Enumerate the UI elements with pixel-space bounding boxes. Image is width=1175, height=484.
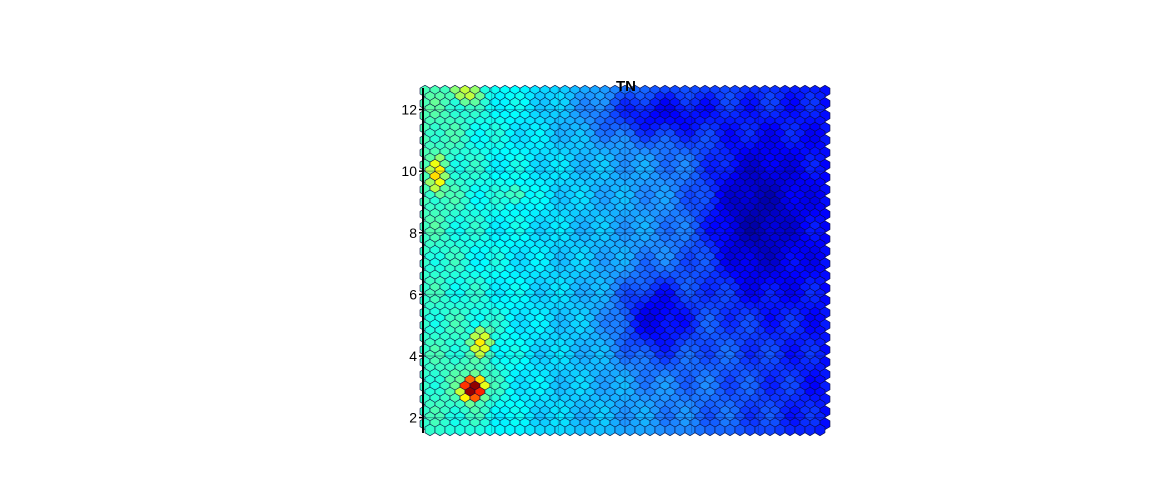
heatmap-cell [524, 423, 536, 437]
heatmap-cell [574, 423, 586, 437]
heatmap-cell [444, 423, 456, 437]
heatmap-cell [614, 423, 626, 437]
heatmap-cell [814, 423, 826, 437]
heatmap-cell [434, 423, 446, 437]
heatmap-cell [604, 423, 616, 437]
heatmap-cell [454, 423, 466, 437]
heatmap-cell [794, 423, 806, 437]
heatmap-cell [584, 423, 596, 437]
heatmap-cell [654, 423, 666, 437]
heatmap-cell [774, 423, 786, 437]
heatmap-cell [624, 423, 636, 437]
y-tick-label: 4 [409, 348, 417, 364]
y-tick-label: 8 [409, 225, 417, 241]
heatmap-cell [684, 423, 696, 437]
heatmap-gridlines [425, 88, 825, 433]
heatmap-cell [764, 423, 776, 437]
y-tick-label: 2 [409, 410, 417, 426]
heatmap-cell [534, 423, 546, 437]
y-tick-label: 6 [409, 286, 417, 302]
heatmap-cell [714, 423, 726, 437]
heatmap-cell [554, 423, 566, 437]
heatmap-cell [424, 423, 436, 437]
heatmap-cell [494, 423, 506, 437]
chart-title: TN [616, 78, 636, 95]
heatmap-cell [694, 423, 706, 437]
heatmap-cell [504, 423, 516, 437]
heatmap-cell [804, 423, 816, 437]
heatmap-cell [514, 423, 526, 437]
heatmap-cell [664, 423, 676, 437]
heatmap-cell [784, 423, 796, 437]
heatmap-cell [724, 423, 736, 437]
heatmap-cells [419, 84, 831, 437]
heatmap-cell [594, 423, 606, 437]
heatmap-cell [744, 423, 756, 437]
heatmap-cell [464, 423, 476, 437]
heatmap-cell [564, 423, 576, 437]
heatmap-cell [734, 423, 746, 437]
heatmap-cell [484, 423, 496, 437]
heatmap-cell [704, 423, 716, 437]
y-tick-label: 12 [401, 102, 417, 118]
y-tick-label: 10 [401, 163, 417, 179]
heatmap-cell [634, 423, 646, 437]
heatmap-cell [754, 423, 766, 437]
heatmap-cell [474, 423, 486, 437]
heatmap-cell [544, 423, 556, 437]
heatmap-cell [644, 423, 656, 437]
heatmap-cell [674, 423, 686, 437]
y-axis-ticks: 2 4 6 8 10 12 [401, 102, 423, 426]
